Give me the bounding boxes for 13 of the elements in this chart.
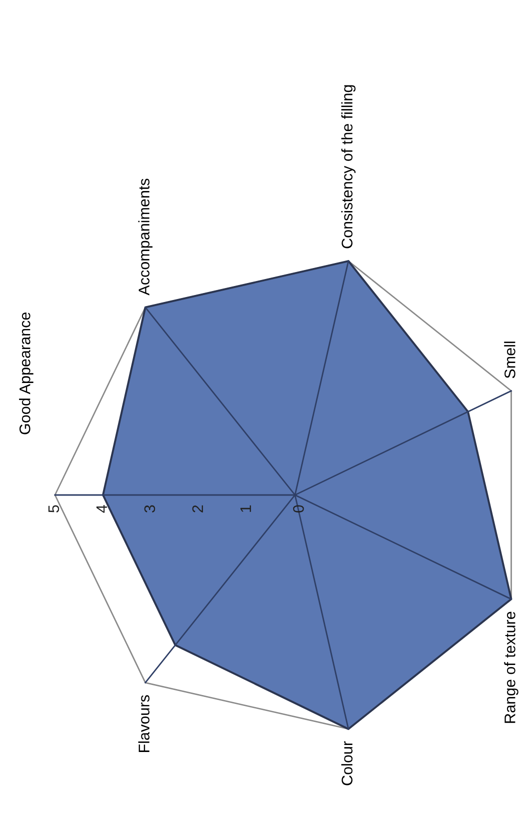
y-tick-label: 4 — [96, 505, 107, 513]
y-tick-label: 2 — [192, 505, 203, 512]
spoke-label: Smell — [504, 342, 516, 378]
y-tick-label: 3 — [144, 505, 156, 513]
spoke-label: Range of texture — [504, 612, 518, 723]
spoke-label: Consistency of the filling — [341, 85, 356, 248]
spoke-label: Good Appearance — [19, 312, 34, 434]
spoke-label: Colour — [341, 741, 353, 786]
y-tick-label: 0 — [293, 505, 304, 512]
spoke-label: Flavours — [138, 695, 150, 752]
spoke-label: Accompaniments — [138, 178, 152, 296]
y-tick-label: 1 — [240, 505, 251, 512]
y-tick-label: 5 — [48, 505, 60, 512]
